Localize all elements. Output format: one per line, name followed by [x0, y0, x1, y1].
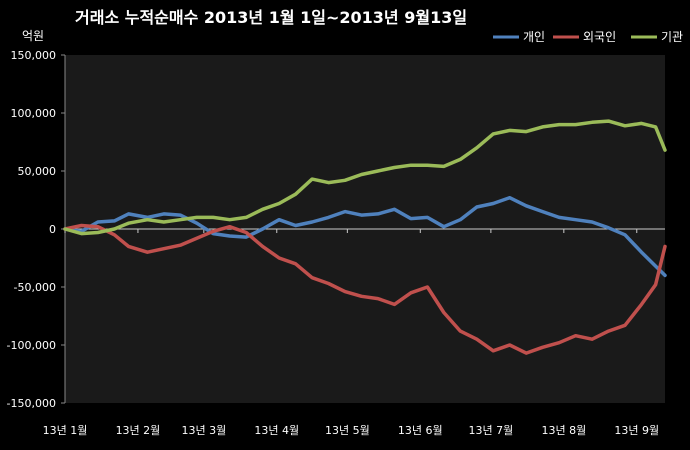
x-tick-label: 13년 9월	[614, 424, 659, 437]
x-tick-label: 13년 5월	[325, 424, 370, 437]
y-axis: 150,000 100,000 50,000 0 -50,000 -100,000 -150…	[7, 49, 66, 410]
legend-label-0: 개인	[523, 30, 545, 44]
x-tick-label: 13년 3월	[181, 424, 226, 437]
series-line-2	[63, 119, 667, 236]
x-tick-label: 13년 6월	[398, 424, 443, 437]
y-tick-label: 50,000	[18, 165, 57, 178]
x-tick-label: 13년 7월	[469, 424, 514, 437]
y-tick-label: -100,000	[7, 339, 56, 352]
y-tick-label: -150,000	[7, 397, 56, 410]
y-tick-label: 100,000	[11, 107, 57, 120]
y-tick-label: 0	[49, 223, 56, 236]
series-line-1	[63, 223, 667, 355]
chart-title: 거래소 누적순매수 2013년 1월 1일~2013년 9월13일	[75, 8, 467, 27]
unit-label: 억원	[22, 29, 44, 43]
x-tick-label: 13년 8월	[541, 424, 586, 437]
x-axis: 13년 1월 13년 2월 13년 3월 13년 4월 13년 5월 13년 6월 13년 …	[43, 228, 665, 437]
series-line-0	[63, 195, 667, 278]
legend-label-2: 기관	[661, 30, 683, 44]
legend-label-1: 외국인	[583, 30, 616, 44]
x-tick-label: 13년 2월	[116, 424, 161, 437]
y-tick-label: 150,000	[11, 49, 57, 62]
series-lines	[63, 119, 667, 355]
x-tick-label: 13년 4월	[254, 424, 299, 437]
legend: 개인 외국인 기관	[493, 30, 683, 44]
x-tick-label: 13년 1월	[43, 424, 88, 437]
y-tick-label: -50,000	[14, 281, 56, 294]
